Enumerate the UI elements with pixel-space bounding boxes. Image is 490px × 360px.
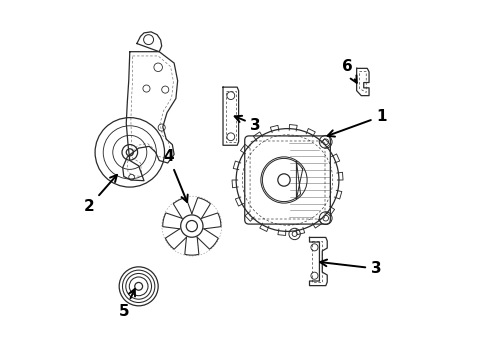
- Text: 4: 4: [164, 149, 188, 202]
- Text: 3: 3: [320, 260, 381, 276]
- Text: 5: 5: [119, 289, 135, 319]
- Text: 6: 6: [343, 59, 357, 83]
- Text: 2: 2: [84, 175, 117, 214]
- Text: 3: 3: [235, 116, 261, 132]
- Text: 1: 1: [328, 109, 387, 137]
